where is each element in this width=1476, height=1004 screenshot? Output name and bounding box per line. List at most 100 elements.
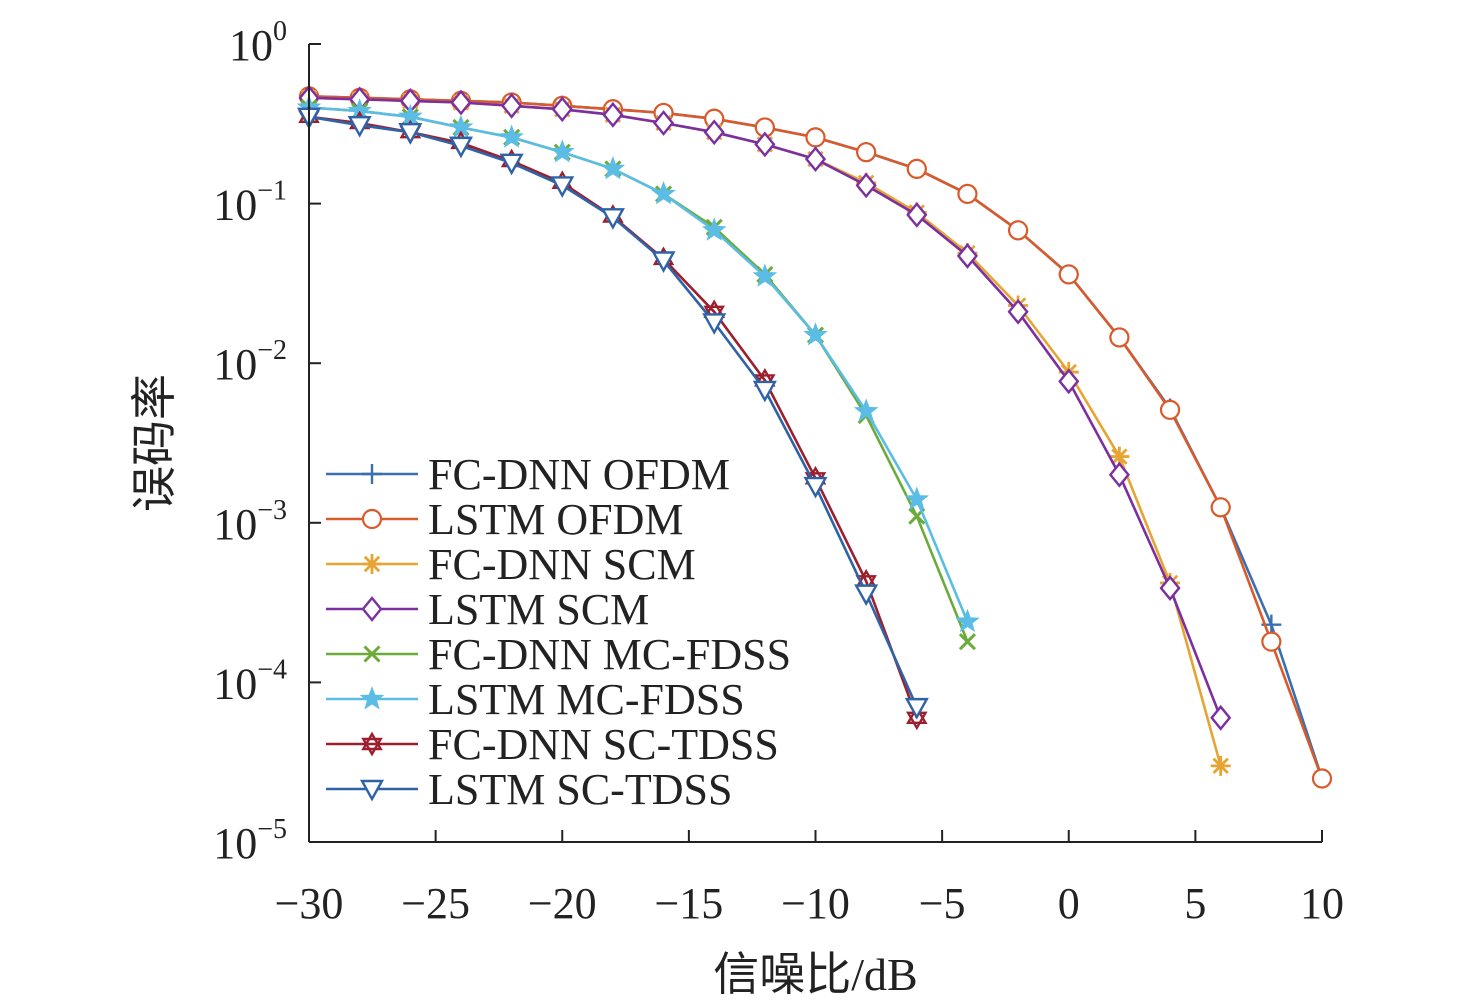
data-point	[1210, 497, 1231, 518]
legend-label: FC-DNN SCM	[428, 540, 696, 589]
x-tick-label: 0	[1058, 879, 1080, 928]
diamond-marker	[1058, 368, 1080, 395]
data-point	[956, 243, 979, 269]
data-point	[602, 101, 624, 128]
diamond-marker	[855, 172, 877, 199]
data-point	[752, 380, 777, 403]
star-marker	[701, 217, 727, 241]
circle-marker	[1261, 631, 1282, 652]
circle-marker	[805, 127, 826, 148]
diamond-marker	[551, 96, 573, 123]
data-point	[955, 608, 980, 633]
plus-marker	[362, 464, 382, 484]
data-point	[702, 313, 727, 335]
diamond-marker	[1108, 461, 1130, 488]
data-point	[501, 92, 523, 119]
data-point	[854, 584, 879, 607]
asterisk-marker	[362, 554, 382, 574]
diamond-marker	[1159, 575, 1181, 601]
star-marker	[499, 124, 524, 148]
triangle-down-marker	[448, 136, 473, 159]
data-point	[1159, 399, 1181, 420]
data-point	[499, 124, 524, 148]
data-point	[1108, 461, 1130, 488]
triangle-down-marker	[600, 208, 625, 230]
data-point	[703, 119, 725, 146]
data-point	[1261, 631, 1282, 652]
data-point	[752, 263, 778, 287]
data-point	[450, 89, 472, 116]
data-point	[1058, 368, 1080, 395]
data-point	[803, 322, 828, 346]
circle-marker	[1210, 497, 1231, 518]
legend-label: LSTM SC-TDSS	[428, 765, 732, 814]
y-tick-label: 10−5	[213, 814, 287, 868]
data-point	[1007, 298, 1029, 325]
triangle-down-marker	[359, 779, 385, 802]
data-point	[551, 96, 573, 123]
data-point	[958, 633, 977, 651]
legend-label: FC-DNN SC-TDSS	[428, 720, 779, 769]
circle-marker	[1007, 220, 1029, 241]
circle-marker	[1311, 768, 1333, 789]
data-point	[651, 180, 676, 205]
diamond-marker	[906, 201, 928, 228]
asterisk-marker	[1210, 755, 1231, 776]
star-marker	[600, 155, 626, 180]
data-point	[701, 217, 727, 241]
x-tick-label: −5	[919, 879, 966, 928]
data-point	[906, 201, 928, 228]
star-marker	[359, 686, 385, 710]
data-point	[652, 110, 675, 136]
data-point	[904, 697, 929, 720]
data-point	[904, 486, 930, 510]
x-marker	[363, 645, 381, 663]
triangle-down-marker	[398, 123, 423, 145]
data-point	[1311, 768, 1333, 789]
x-tick-label: −10	[781, 879, 850, 928]
y-tick-label: 100	[229, 16, 287, 70]
data-point	[754, 131, 776, 158]
data-point	[804, 146, 827, 173]
data-point	[1210, 704, 1232, 731]
data-point	[856, 142, 877, 163]
data-point	[600, 208, 625, 230]
data-point	[1159, 575, 1181, 601]
diamond-marker	[602, 101, 624, 128]
legend-label: LSTM MC-FDSS	[428, 675, 745, 724]
star-marker	[347, 98, 372, 122]
star-marker	[803, 322, 828, 346]
data-point	[347, 98, 372, 122]
data-point	[853, 398, 879, 422]
legend-label: LSTM OFDM	[428, 495, 684, 544]
circle-marker	[1058, 264, 1079, 285]
triangle-down-marker	[702, 313, 727, 335]
triangle-down-marker	[347, 115, 372, 138]
data-point	[805, 127, 826, 148]
x-tick-label: −15	[654, 879, 723, 928]
star-marker	[853, 398, 879, 422]
data-point	[651, 251, 676, 273]
triangle-down-marker	[550, 176, 575, 198]
legend-entry: LSTM SC-TDSS	[326, 765, 732, 814]
star-marker	[955, 608, 980, 633]
diamond-marker	[703, 119, 725, 146]
data-point	[448, 136, 473, 159]
y-tick-label: 10−1	[213, 176, 287, 230]
data-point	[499, 153, 524, 176]
circle-marker	[856, 142, 877, 163]
data-point	[1109, 327, 1130, 348]
diamond-marker	[361, 596, 383, 622]
series-lstm-mc-fdss	[296, 94, 980, 633]
y-tick-label: 10−2	[213, 335, 287, 389]
series-line	[308, 106, 969, 623]
circle-marker	[957, 183, 978, 205]
plot-area	[296, 84, 1333, 789]
data-point	[1007, 220, 1029, 241]
diamond-marker	[956, 243, 979, 269]
y-tick-label: 10−3	[213, 495, 287, 549]
data-point	[1109, 446, 1130, 467]
x-tick-label: −30	[275, 879, 344, 928]
y-tick-label: 10−4	[213, 654, 287, 708]
